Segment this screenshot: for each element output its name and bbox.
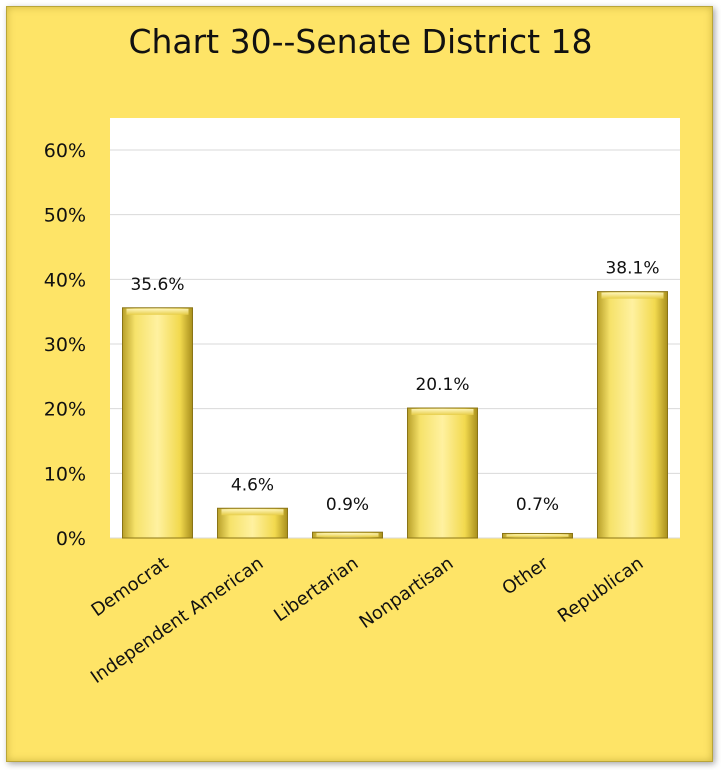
x-tick-label: Nonpartisan <box>356 553 458 633</box>
data-label: 4.6% <box>231 475 274 495</box>
bar-top-bevel <box>411 409 474 416</box>
x-tick-label: Other <box>498 553 552 600</box>
bar-top-bevel <box>316 533 379 537</box>
bar-top-bevel <box>126 308 189 315</box>
bar-top-bevel <box>601 292 664 299</box>
bar-top-bevel <box>506 534 569 537</box>
x-tick-label: Democrat <box>88 553 173 621</box>
y-tick-label: 40% <box>44 269 86 291</box>
data-label: 20.1% <box>415 375 469 395</box>
data-label: 38.1% <box>605 259 659 279</box>
y-tick-label: 60% <box>44 140 86 162</box>
y-tick-label: 20% <box>44 399 86 421</box>
bar <box>407 407 478 539</box>
plot-area <box>110 118 680 538</box>
bar-top-bevel <box>221 509 284 516</box>
x-tick-label: Libertarian <box>270 553 362 626</box>
bar <box>597 291 668 539</box>
chart-title: Chart 30--Senate District 18 <box>128 22 593 61</box>
y-tick-label: 0% <box>56 528 86 550</box>
y-tick-label: 30% <box>44 334 86 356</box>
y-tick-label: 50% <box>44 205 86 227</box>
x-tick-label: Independent American <box>87 553 267 688</box>
data-label: 0.9% <box>326 495 369 515</box>
bar <box>122 307 193 539</box>
data-label: 35.6% <box>130 275 184 295</box>
data-label: 0.7% <box>516 495 559 515</box>
y-tick-label: 10% <box>44 463 86 485</box>
x-tick-label: Republican <box>554 553 647 627</box>
